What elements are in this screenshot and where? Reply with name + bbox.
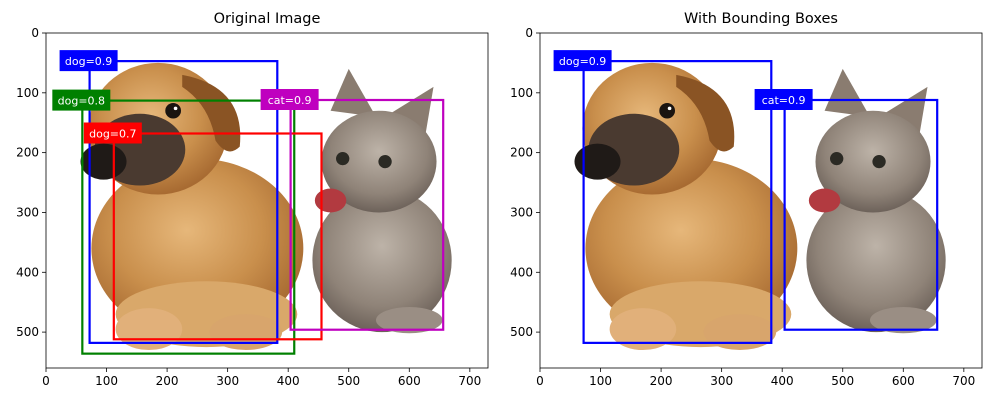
box-label: dog=0.9 [559,55,606,68]
x-tick-label: 700 [458,374,481,388]
box-label-background [52,89,111,111]
bounding-box-dog [81,99,296,355]
box-label-background [553,50,612,72]
bounding-box-dog [88,60,279,344]
x-tick-label: 100 [589,374,612,388]
photo-image [46,33,488,368]
x-tick-label: 100 [95,374,118,388]
x-tick-label: 300 [710,374,733,388]
box-label-background [83,122,142,144]
photo-image [540,33,982,368]
y-tick-label: 0 [31,26,39,40]
bounding-box-cat [783,98,939,331]
axes-frame [539,32,983,369]
x-tick-label: 700 [952,374,975,388]
subplot-1: Original Image 0 100 200 300 400 500 600 700 0 100… [16,11,489,388]
bounding-box-cat [289,98,445,331]
y-tick-label: 200 [510,146,533,160]
x-tick-label: 600 [892,374,915,388]
axes-frame [45,32,489,369]
x-tick-label: 200 [650,374,673,388]
y-tick-label: 0 [525,26,533,40]
box-label: dog=0.8 [58,95,105,108]
box-label: dog=0.9 [65,55,112,68]
chart-title: Original Image [214,11,321,27]
y-tick-label: 300 [16,205,39,219]
y-tick-label: 100 [16,86,39,100]
y-tick-label: 400 [16,265,39,279]
x-tick-label: 400 [771,374,794,388]
x-tick-label: 600 [398,374,421,388]
chart-title: With Bounding Boxes [684,11,838,27]
y-tick-label: 500 [510,325,533,339]
y-tick-label: 200 [16,146,39,160]
x-tick-label: 500 [337,374,360,388]
x-tick-label: 0 [42,374,50,388]
box-label: dog=0.7 [89,128,136,141]
bounding-box-dog [112,132,323,341]
bounding-box-dog [582,60,773,344]
box-label-background [59,50,118,72]
box-label: cat=0.9 [268,94,312,107]
subplot-2: With Bounding Boxes 0 100 200 300 400 500 600 70… [510,11,983,388]
x-tick-label: 0 [536,374,544,388]
box-label: cat=0.9 [762,94,806,107]
box-label-background [754,89,813,110]
x-tick-label: 200 [156,374,179,388]
y-tick-label: 100 [510,86,533,100]
x-tick-label: 300 [216,374,239,388]
box-label-background [260,89,319,110]
y-tick-label: 500 [16,325,39,339]
y-tick-label: 400 [510,265,533,279]
x-tick-label: 500 [831,374,854,388]
y-tick-label: 300 [510,205,533,219]
x-tick-label: 400 [277,374,300,388]
